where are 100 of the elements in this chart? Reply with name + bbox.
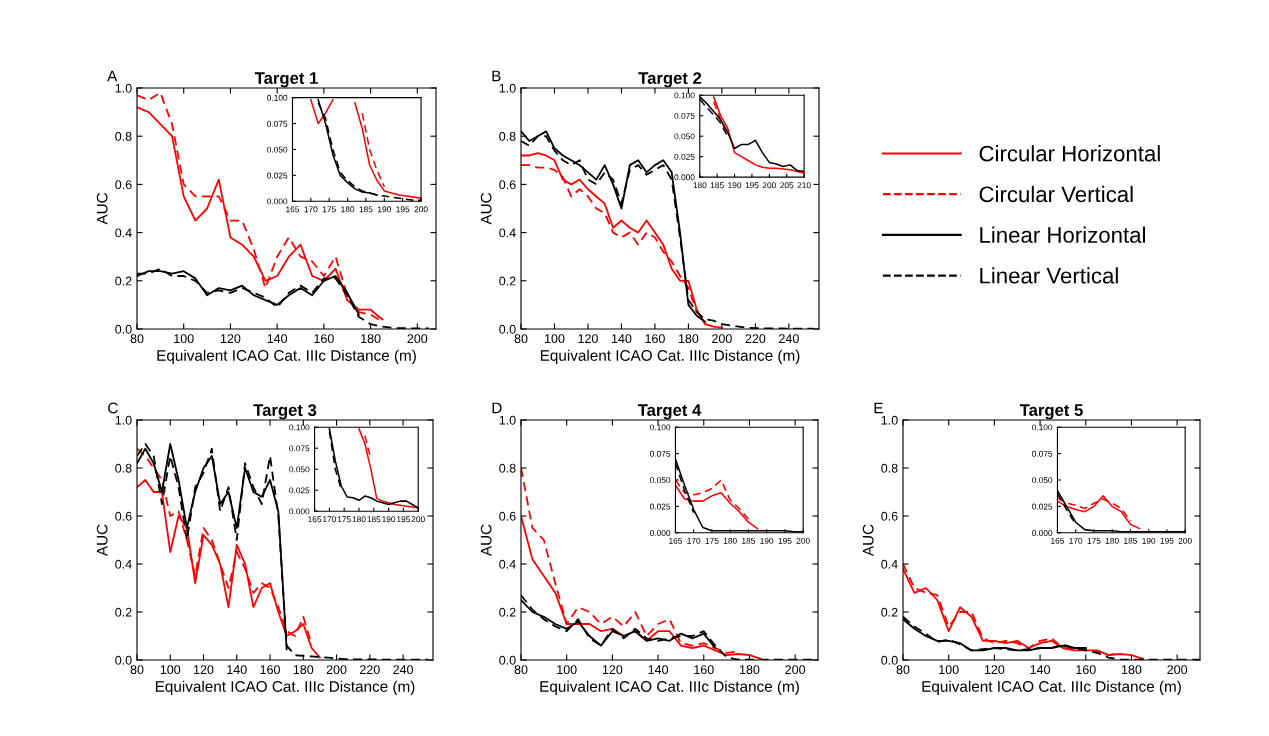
x-tick-label: 175 xyxy=(1087,537,1101,544)
y-tick-label: 0.4 xyxy=(499,559,516,569)
text: A xyxy=(107,70,118,82)
x-tick-label: 185 xyxy=(359,206,373,213)
line-series xyxy=(1057,495,1141,530)
x-tick-label: 180 xyxy=(723,537,737,544)
x-tick-label: 200 xyxy=(712,334,732,344)
x-tick-label: 140 xyxy=(648,665,669,675)
y-tick-label: 0.075 xyxy=(1032,450,1053,457)
x-tick-label: 140 xyxy=(227,665,247,675)
y-tick-label: 0.6 xyxy=(115,511,132,521)
y-tick-label: 0.025 xyxy=(267,172,288,179)
x-tick-label: 120 xyxy=(220,334,241,344)
x-tick-label: 100 xyxy=(174,334,194,344)
y-tick-label: 0.6 xyxy=(499,180,516,190)
x-tick-label: 170 xyxy=(687,537,701,544)
x-tick-label: 80 xyxy=(514,665,528,675)
y-tick-label: 0.6 xyxy=(499,511,516,521)
y-tick-label: 0.050 xyxy=(674,133,695,140)
y-tick-label: 0.000 xyxy=(674,174,695,181)
x-axis-title: Equivalent ICAO Cat. IIIc Distance (m) xyxy=(540,349,800,364)
line-series xyxy=(361,112,386,188)
y-tick-label: 0.2 xyxy=(881,607,898,617)
y-tick-label: 0.075 xyxy=(650,450,671,457)
y-tick-label: 0.8 xyxy=(499,132,516,141)
x-tick-label: 175 xyxy=(322,206,336,213)
x-tick-label: 200 xyxy=(1167,665,1188,675)
x-tick-label: 240 xyxy=(779,334,799,344)
chart-title: Target 1 xyxy=(254,72,318,88)
x-tick-label: 210 xyxy=(797,182,811,189)
y-tick-label: 0.000 xyxy=(289,508,310,515)
x-tick-label: 165 xyxy=(286,206,300,213)
x-tick-label: 180 xyxy=(678,334,699,344)
y-tick-label: 0.025 xyxy=(1032,503,1053,510)
y-tick-label: 0.100 xyxy=(267,94,288,101)
chart-title: Target 2 xyxy=(638,72,702,88)
x-tick-label: 160 xyxy=(645,334,665,344)
x-tick-label: 165 xyxy=(669,537,683,544)
x-tick-label: 200 xyxy=(762,182,776,189)
x-tick-label: 180 xyxy=(361,334,381,344)
x-tick-label: 200 xyxy=(326,665,347,675)
x-tick-label: 100 xyxy=(557,665,577,675)
line-series xyxy=(675,484,759,530)
x-tick-label: 200 xyxy=(796,537,810,544)
y-tick-label: 0.4 xyxy=(881,559,898,569)
x-tick-label: 240 xyxy=(393,665,414,675)
x-tick-label: 120 xyxy=(602,665,623,675)
y-axis-title: AUC xyxy=(862,524,874,557)
x-axis-title: Equivalent ICAO Cat. IIIc Distance (m) xyxy=(157,349,416,364)
y-tick-label: 0.075 xyxy=(674,112,695,119)
y-tick-label: 0.025 xyxy=(650,503,671,510)
x-tick-label: 170 xyxy=(304,206,318,213)
x-tick-label: 120 xyxy=(578,334,598,344)
x-tick-label: 200 xyxy=(785,665,806,675)
x-tick-label: 195 xyxy=(1160,537,1174,544)
y-tick-label: 0.8 xyxy=(115,132,132,141)
y-tick-label: 0.050 xyxy=(289,466,310,473)
y-tick-label: 1.0 xyxy=(881,415,898,425)
y-tick-label: 0.0 xyxy=(881,655,898,665)
y-tick-label: 0.6 xyxy=(881,511,898,521)
y-tick-label: 0.0 xyxy=(499,655,516,665)
x-tick-label: 140 xyxy=(611,334,632,344)
line-series xyxy=(903,567,1144,660)
x-tick-label: 80 xyxy=(896,665,910,675)
y-tick-label: 0.0 xyxy=(499,324,516,334)
x-tick-label: 190 xyxy=(1142,537,1156,544)
x-tick-label: 140 xyxy=(1030,665,1051,675)
y-tick-label: 0.8 xyxy=(115,463,132,473)
y-tick-label: 0.100 xyxy=(650,424,671,431)
y-tick-label: 0.4 xyxy=(115,559,132,569)
x-tick-label: 185 xyxy=(1124,537,1138,544)
chart-title: Target 5 xyxy=(1019,404,1083,420)
x-tick-label: 185 xyxy=(742,537,756,544)
x-tick-label: 185 xyxy=(710,182,724,189)
text: B xyxy=(492,70,501,82)
y-tick-label: 0.000 xyxy=(267,198,288,205)
x-tick-label: 120 xyxy=(984,665,1005,675)
y-tick-label: 1.0 xyxy=(115,83,132,93)
y-tick-label: 1.0 xyxy=(499,415,516,425)
y-tick-label: 0.6 xyxy=(115,180,132,190)
x-tick-label: 160 xyxy=(1076,665,1096,675)
y-tick-label: 0.4 xyxy=(499,228,516,238)
y-tick-label: 0.2 xyxy=(115,276,132,286)
x-axis-title: Equivalent ICAO Cat. IIIc Distance (m) xyxy=(922,680,1181,695)
x-tick-label: 220 xyxy=(745,334,766,344)
y-tick-label: 0.025 xyxy=(289,487,310,494)
x-axis-title: Equivalent ICAO Cat. IIIc Distance (m) xyxy=(540,680,799,695)
y-tick-label: 0.050 xyxy=(267,146,288,153)
text: D xyxy=(492,402,502,414)
x-tick-label: 180 xyxy=(1121,665,1142,675)
x-tick-label: 180 xyxy=(352,516,366,523)
x-tick-label: 140 xyxy=(267,334,288,344)
y-tick-label: 0.000 xyxy=(1032,530,1053,536)
y-axis-title: AUC xyxy=(96,192,108,225)
y-tick-label: 0.050 xyxy=(1032,477,1053,484)
legend-label: Circular Vertical xyxy=(979,185,1133,203)
x-tick-label: 80 xyxy=(130,334,144,344)
x-tick-label: 205 xyxy=(780,182,794,189)
y-axis-title: AUC xyxy=(480,192,492,225)
chart-title: Target 4 xyxy=(637,404,702,420)
